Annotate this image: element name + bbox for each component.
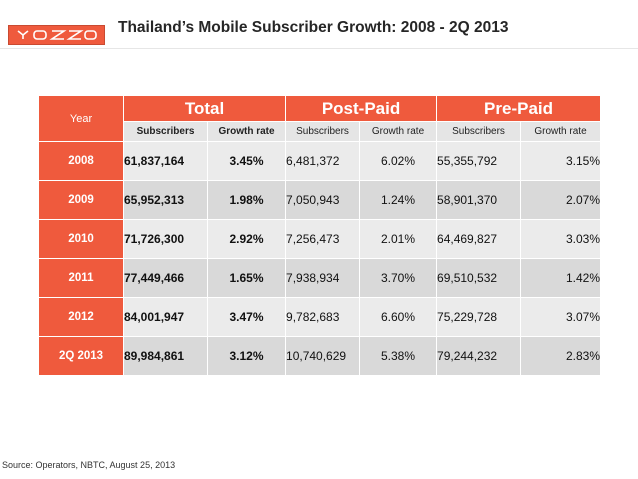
pre-growth-cell: 2.83%	[520, 336, 602, 376]
subheader-total-subscribers: Subscribers	[123, 121, 208, 142]
post-growth-cell: 3.70%	[359, 258, 438, 298]
source-note: Source: Operators, NBTC, August 25, 2013	[2, 460, 176, 470]
subheader-post-growth: Growth rate	[359, 121, 438, 142]
group-header-row: Year Total Post-Paid Pre-Paid	[38, 95, 602, 142]
year-cell: 2010	[38, 219, 124, 259]
total-growth-cell: 3.12%	[206, 336, 287, 376]
pre-subscribers-cell: 75,229,728	[436, 297, 522, 337]
total-growth-cell: 3.47%	[206, 297, 287, 337]
subheader-pre-subscribers: Subscribers	[436, 121, 522, 142]
pre-growth-cell: 3.15%	[520, 141, 602, 181]
post-growth-cell: 1.24%	[359, 180, 438, 220]
subheader-row: Subscribers Growth rate Subscribers Grow…	[39, 121, 602, 142]
total-subscribers-cell: 71,726,300	[123, 219, 208, 259]
total-growth-cell: 3.45%	[206, 141, 287, 181]
logo-wordmark-icon	[17, 30, 97, 40]
group-header-total: Total	[122, 95, 287, 122]
pre-subscribers-cell: 55,355,792	[436, 141, 522, 181]
pre-subscribers-cell: 79,244,232	[436, 336, 522, 376]
title-divider	[0, 48, 638, 49]
table-row: 2011 77,449,466 1.65% 7,938,934 3.70% 69…	[38, 258, 602, 298]
total-growth-cell: 1.98%	[206, 180, 287, 220]
post-growth-cell: 6.02%	[359, 141, 438, 181]
pre-subscribers-cell: 64,469,827	[436, 219, 522, 259]
page-title: Thailand’s Mobile Subscriber Growth: 200…	[118, 19, 509, 36]
subscriber-table: Year Total Post-Paid Pre-Paid Subscriber…	[38, 95, 602, 376]
pre-growth-cell: 2.07%	[520, 180, 602, 220]
total-subscribers-cell: 77,449,466	[123, 258, 208, 298]
yozzo-logo	[8, 25, 105, 45]
year-cell: 2Q 2013	[38, 336, 124, 376]
pre-subscribers-cell: 58,901,370	[436, 180, 522, 220]
group-header-pre-paid: Pre-Paid	[436, 95, 602, 122]
post-subscribers-cell: 7,050,943	[285, 180, 361, 220]
year-cell: 2009	[38, 180, 124, 220]
total-subscribers-cell: 84,001,947	[123, 297, 208, 337]
total-growth-cell: 2.92%	[206, 219, 287, 259]
subheader-post-subscribers: Subscribers	[285, 121, 361, 142]
pre-growth-cell: 1.42%	[520, 258, 602, 298]
total-subscribers-cell: 61,837,164	[123, 141, 208, 181]
year-cell: 2011	[38, 258, 124, 298]
table-row: 2010 71,726,300 2.92% 7,256,473 2.01% 64…	[38, 219, 602, 259]
post-subscribers-cell: 6,481,372	[285, 141, 361, 181]
year-cell: 2012	[38, 297, 124, 337]
group-header-post-paid: Post-Paid	[285, 95, 438, 122]
post-growth-cell: 6.60%	[359, 297, 438, 337]
year-header: Year	[38, 95, 124, 142]
year-cell: 2008	[38, 141, 124, 181]
table-row: 2009 65,952,313 1.98% 7,050,943 1.24% 58…	[38, 180, 602, 220]
subheader-total-growth: Growth rate	[206, 121, 287, 142]
post-growth-cell: 5.38%	[359, 336, 438, 376]
post-subscribers-cell: 10,740,629	[285, 336, 361, 376]
table-row: 2008 61,837,164 3.45% 6,481,372 6.02% 55…	[38, 141, 602, 181]
post-subscribers-cell: 9,782,683	[285, 297, 361, 337]
post-growth-cell: 2.01%	[359, 219, 438, 259]
table-row: 2Q 2013 89,984,861 3.12% 10,740,629 5.38…	[38, 336, 602, 376]
table-row: 2012 84,001,947 3.47% 9,782,683 6.60% 75…	[38, 297, 602, 337]
pre-growth-cell: 3.03%	[520, 219, 602, 259]
pre-growth-cell: 3.07%	[520, 297, 602, 337]
pre-subscribers-cell: 69,510,532	[436, 258, 522, 298]
total-growth-cell: 1.65%	[206, 258, 287, 298]
total-subscribers-cell: 65,952,313	[123, 180, 208, 220]
subheader-pre-growth: Growth rate	[520, 121, 602, 142]
total-subscribers-cell: 89,984,861	[123, 336, 208, 376]
post-subscribers-cell: 7,938,934	[285, 258, 361, 298]
post-subscribers-cell: 7,256,473	[285, 219, 361, 259]
